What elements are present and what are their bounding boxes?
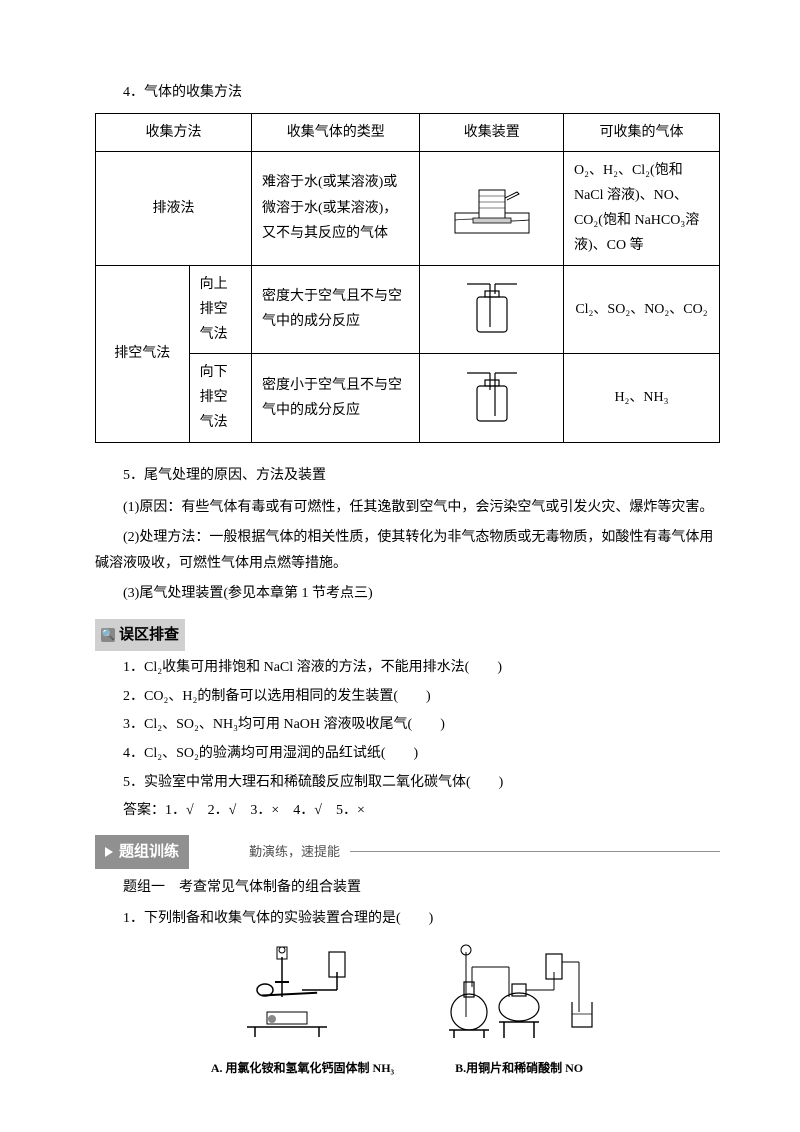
section-5-p1: (1)原因：有些气体有毒或有可燃性，任其逸散到空气中，会污染空气或引发火灾、爆炸…: [95, 495, 720, 522]
table-cell-device-3: [420, 354, 564, 443]
apparatus-a-icon: [237, 942, 367, 1042]
table-cell-type-2: 密度大于空气且不与空气中的成分反应: [251, 265, 419, 354]
upward-air-device-icon: [452, 279, 532, 339]
section-5-title: 5．尾气处理的原因、方法及装置: [95, 463, 720, 490]
section-4-title: 4．气体的收集方法: [95, 80, 720, 107]
table-header-gas: 可收集的气体: [563, 113, 719, 151]
practice-label-text: 题组训练: [119, 838, 179, 867]
table-cell-submethod-3: 向下排空气法: [189, 354, 251, 443]
play-icon: [105, 847, 113, 857]
apparatus-a: A. 用氯化铵和氢氧化钙固体制 NH₃: [211, 942, 394, 1079]
section-5-p2: (2)处理方法：一般根据气体的相关性质，使其转化为非气态物质或无毒物质，如酸性有…: [95, 525, 720, 578]
table-cell-type-1: 难溶于水(或某溶液)或微溶于水(或某溶液)，又不与其反应的气体: [251, 151, 419, 265]
table-cell-gas-2: Cl₂、SO₂、NO₂、CO₂: [563, 265, 719, 354]
table-cell-method-1: 排液法: [96, 151, 252, 265]
table-cell-device-2: [420, 265, 564, 354]
table-cell-gas-1: O₂、H₂、Cl₂(饱和 NaCl 溶液)、NO、CO₂(饱和 NaHCO₃溶液…: [563, 151, 719, 265]
table-cell-submethod-2: 向上排空气法: [189, 265, 251, 354]
wuqu-item-5: 5．实验室中常用大理石和稀硫酸反应制取二氧化碳气体( ): [95, 770, 720, 797]
apparatus-b: B.用铜片和稀硝酸制 NO: [434, 942, 604, 1079]
drainage-device-icon: [447, 178, 537, 238]
apparatus-b-icon: [434, 942, 604, 1042]
table-header-device: 收集装置: [420, 113, 564, 151]
section-5-p3: (3)尾气处理装置(参见本章第 1 节考点三): [95, 581, 720, 608]
wuqu-header: 🔍 误区排查: [95, 619, 185, 652]
wuqu-item-2: 2．CO₂、H₂的制备可以选用相同的发生装置( ): [95, 684, 720, 711]
wuqu-item-3: 3．Cl₂、SO₂、NH₃均可用 NaOH 溶液吸收尾气( ): [95, 712, 720, 739]
caption-b: B.用铜片和稀硝酸制 NO: [434, 1057, 604, 1080]
table-header-type: 收集气体的类型: [251, 113, 419, 151]
wuqu-item-1: 1．Cl₂收集可用排饱和 NaCl 溶液的方法，不能用排水法( ): [95, 655, 720, 682]
table-header-method: 收集方法: [96, 113, 252, 151]
apparatus-row: A. 用氯化铵和氢氧化钙固体制 NH₃ B.用铜片和: [95, 942, 720, 1079]
magnifier-icon: 🔍: [101, 628, 115, 642]
group-title: 题组一 考查常见气体制备的组合装置: [95, 875, 720, 902]
practice-slogan: 勤演练，速提能: [249, 840, 340, 865]
answer-line: 答案：1．√ 2．√ 3．× 4．√ 5．×: [95, 798, 720, 825]
table-cell-gas-3: H₂、NH₃: [563, 354, 719, 443]
table-cell-method-2: 排空气法: [96, 265, 190, 442]
practice-divider: [350, 851, 720, 852]
table-cell-device-1: [420, 151, 564, 265]
question-1: 1．下列制备和收集气体的实验装置合理的是( ): [95, 906, 720, 933]
table-cell-type-3: 密度小于空气且不与空气中的成分反应: [251, 354, 419, 443]
collection-methods-table: 收集方法 收集气体的类型 收集装置 可收集的气体 排液法 难溶于水(或某溶液)或…: [95, 113, 720, 443]
practice-header: 题组训练 勤演练，速提能: [95, 835, 720, 870]
wuqu-label: 误区排查: [119, 627, 179, 643]
downward-air-device-icon: [452, 368, 532, 428]
caption-a: A. 用氯化铵和氢氧化钙固体制 NH₃: [211, 1057, 394, 1080]
wuqu-item-4: 4．Cl₂、SO₂的验满均可用湿润的品红试纸( ): [95, 741, 720, 768]
practice-label-box: 题组训练: [95, 835, 189, 870]
